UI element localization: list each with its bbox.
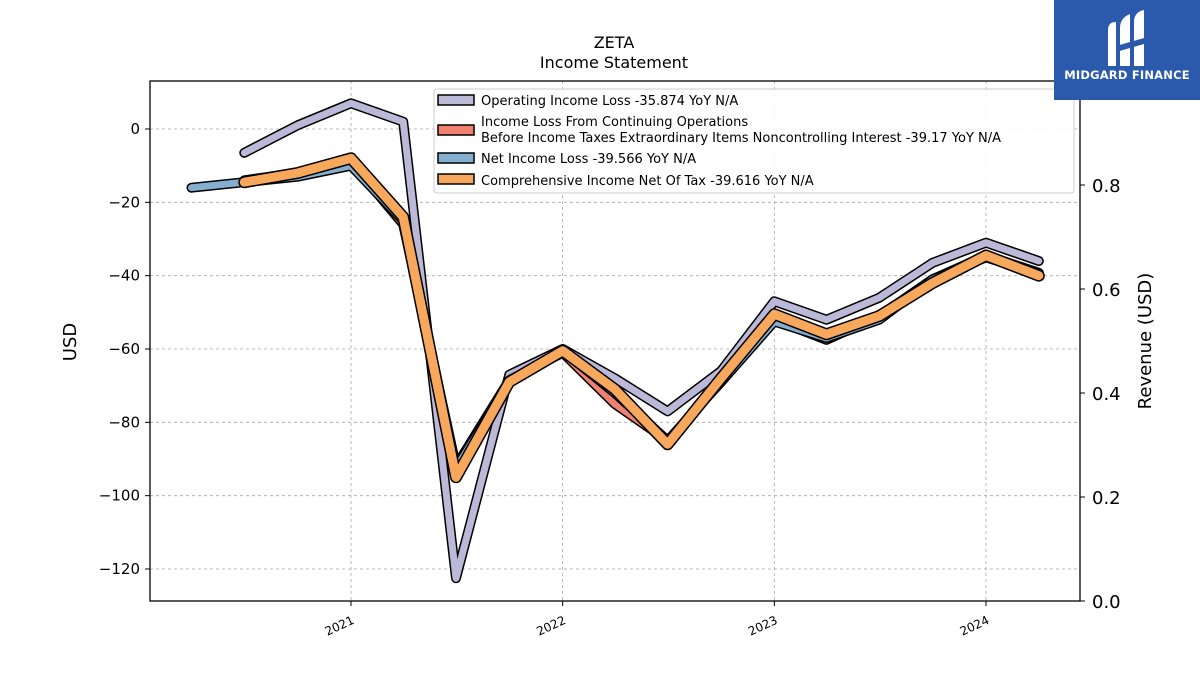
midgard-logo-icon [1108,10,1144,66]
series-line [240,99,1043,582]
y-tick-label: 0 [130,120,140,138]
legend-swatch-comprehensive [437,173,475,185]
y-axis-label: USD [60,323,81,361]
x-tick-label: 2023 [746,613,780,639]
y2-tick-label: 0.2 [1092,488,1121,509]
chart-subtitle: Income Statement [540,53,688,72]
y-tick-label: −120 [99,560,140,578]
brand-logo: MIDGARD FINANCE [1054,0,1200,100]
y2-tick-label: 0.6 [1092,280,1121,301]
y2-tick-label: 0.0 [1092,592,1121,613]
y-axis-left: 0 −20 −40 −60 −80 −100 −120 [99,120,150,578]
legend-label-comprehensive: Comprehensive Income Net Of Tax -39.616 … [481,174,814,189]
series-line [188,162,1043,472]
legend-label-pretax-line1: Income Loss From Continuing Operations [481,115,748,130]
y-tick-label: −40 [108,267,140,285]
plot-frame [149,80,1081,602]
y2-tick-label: 0.4 [1092,384,1121,405]
series-outline-line [238,152,1045,484]
x-tick-label: 2022 [534,613,568,639]
series-lines [186,98,1045,584]
y2-tick-label: 0.8 [1092,176,1121,197]
legend: Operating Income Loss -35.874 YoY N/A In… [433,88,1075,194]
y-tick-label: −80 [108,413,140,431]
y2-axis-label: Revenue (USD) [1135,273,1156,410]
legend-label-pretax-line2: Before Income Taxes Extraordinary Items … [481,131,1001,146]
legend-swatch-net-income [437,152,475,164]
brand-name: MIDGARD FINANCE [1064,68,1190,82]
y-tick-label: −100 [99,487,140,505]
grid-lines [150,81,1080,601]
x-axis: 2021 2022 2023 2024 [323,601,992,639]
chart-title: ZETA [594,33,635,52]
y-axis-right: 0.0 0.2 0.4 0.6 0.8 [1080,176,1121,613]
y-tick-label: −20 [108,193,140,211]
series-outline-line [186,160,1044,474]
legend-box [433,88,1075,194]
legend-swatch-pretax [437,124,475,136]
y-tick-label: −60 [108,340,140,358]
x-tick-label: 2024 [958,613,992,639]
legend-label-operating: Operating Income Loss -35.874 YoY N/A [481,94,738,109]
legend-swatch-operating [437,94,475,106]
legend-label-net-income: Net Income Loss -39.566 YoY N/A [481,152,696,167]
x-tick-label: 2021 [323,613,357,639]
series-line [239,153,1044,482]
